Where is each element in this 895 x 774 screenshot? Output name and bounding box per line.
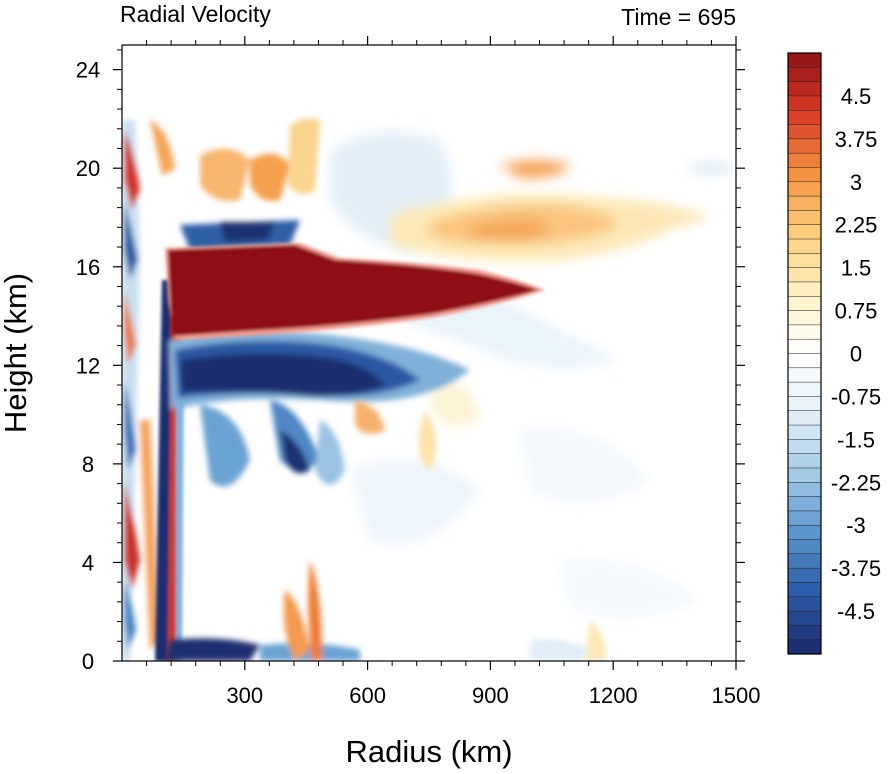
colorbar-swatch (787, 424, 822, 440)
colorbar-swatch (787, 52, 822, 68)
x-tick-label: 1500 (712, 683, 761, 708)
y-tick-label: 0 (82, 649, 94, 674)
colorbar-swatch (787, 281, 822, 297)
colorbar-frame (787, 52, 822, 655)
colorbar-swatch (787, 596, 822, 612)
colorbar-label: 0 (850, 342, 862, 367)
x-axis-label: Radius (km) (345, 734, 512, 769)
colorbar-swatch (787, 482, 822, 498)
y-tick-label: 4 (82, 550, 94, 575)
inflow-layer (168, 331, 470, 487)
colorbar-label: -3.75 (831, 556, 881, 581)
colorbar-swatch (787, 296, 822, 312)
colorbar-swatch (787, 353, 822, 369)
colorbar-swatch (787, 467, 822, 483)
colorbar-swatch (787, 567, 822, 584)
colorbar-swatch (787, 267, 822, 283)
colorbar: 4.5 3.75 3 2.25 1.5 0.75 0 -0.75 -1.5 -2.25 -3 -3.7… (787, 52, 881, 655)
colorbar-label: -1.5 (837, 427, 875, 452)
x-tick-label: 1200 (589, 683, 638, 708)
colorbar-label: -2.25 (831, 470, 881, 495)
colorbar-label: 0.75 (835, 299, 878, 324)
colorbar-swatch (787, 109, 822, 126)
colorbar-swatch (787, 124, 822, 140)
colorbar-swatch (787, 639, 822, 655)
colorbar-swatch (787, 553, 822, 569)
colorbar-swatch (787, 152, 822, 169)
colorbar-swatch (787, 439, 822, 455)
y-tick-label: 24 (76, 58, 100, 83)
x-tick-label: 300 (226, 683, 263, 708)
colorbar-label: -3 (846, 513, 866, 538)
colorbar-label: -0.75 (831, 384, 881, 409)
colorbar-swatch (787, 195, 822, 211)
colorbar-swatch (787, 81, 822, 97)
colorbar-label: 3.75 (835, 127, 878, 152)
colorbar-swatch (787, 410, 822, 426)
y-tick-label: 16 (76, 255, 100, 280)
colorbar-swatch (787, 396, 822, 412)
x-tick-label: 900 (472, 683, 509, 708)
colorbar-swatch (787, 496, 822, 512)
colorbar-swatch (787, 167, 822, 183)
velocity-field (122, 45, 736, 661)
colorbar-label: 2.25 (835, 213, 878, 238)
colorbar-swatch (787, 181, 822, 197)
colorbar-label: -4.5 (837, 599, 875, 624)
upper-outflow (390, 160, 736, 261)
colorbar-swatch (787, 367, 822, 383)
colorbar-swatch (787, 95, 822, 111)
colorbar-swatch (787, 338, 822, 355)
plot-frame (121, 44, 737, 662)
colorbar-swatch (787, 210, 822, 226)
colorbar-label: 4.5 (841, 84, 872, 109)
colorbar-swatch (787, 524, 822, 541)
colorbar-swatch (787, 310, 822, 326)
y-tick-label: 20 (76, 156, 100, 181)
colorbar-swatch (787, 67, 822, 83)
colorbar-swatch (787, 381, 822, 397)
colorbar-label: 3 (850, 170, 862, 195)
x-tick-label: 600 (349, 683, 386, 708)
colorbar-swatch (787, 610, 822, 626)
colorbar-label: 1.5 (841, 256, 872, 281)
time-label: Time = 695 (621, 4, 736, 30)
y-axis-label: Height (km) (0, 273, 33, 433)
colorbar-swatch (787, 253, 822, 269)
colorbar-swatch (787, 238, 822, 254)
outflow-jet (165, 243, 545, 340)
y-tick-label: 8 (82, 452, 94, 477)
axes: 300 600 900 1200 1500 0 4 8 12 16 20 24 (76, 36, 761, 708)
colorbar-swatch (787, 539, 822, 555)
lower-cells (165, 400, 606, 661)
colorbar-swatch (787, 138, 822, 154)
colorbar-swatch (787, 324, 822, 340)
colorbar-swatch (787, 582, 822, 598)
colorbar-swatch (787, 625, 822, 641)
chart-title: Radial Velocity (120, 1, 271, 27)
colorbar-swatch (787, 224, 822, 240)
y-tick-label: 12 (76, 353, 100, 378)
inner-core-stripes (122, 118, 320, 661)
colorbar-swatch (787, 510, 822, 526)
colorbar-swatch (787, 453, 822, 469)
